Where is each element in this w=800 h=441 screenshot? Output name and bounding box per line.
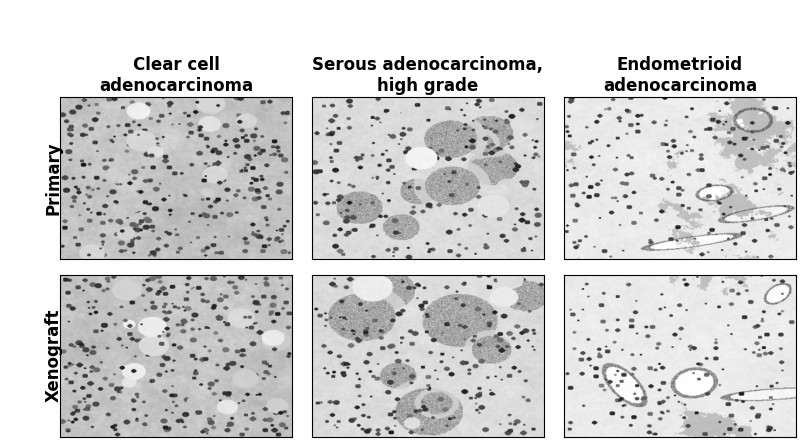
- Text: Serous adenocarcinoma,
high grade: Serous adenocarcinoma, high grade: [313, 56, 543, 95]
- Text: Primary: Primary: [45, 141, 62, 215]
- Text: Clear cell
adenocarcinoma: Clear cell adenocarcinoma: [99, 56, 253, 95]
- Text: Endometrioid
adenocarcinoma: Endometrioid adenocarcinoma: [603, 56, 757, 95]
- Text: Xenograft: Xenograft: [45, 309, 62, 402]
